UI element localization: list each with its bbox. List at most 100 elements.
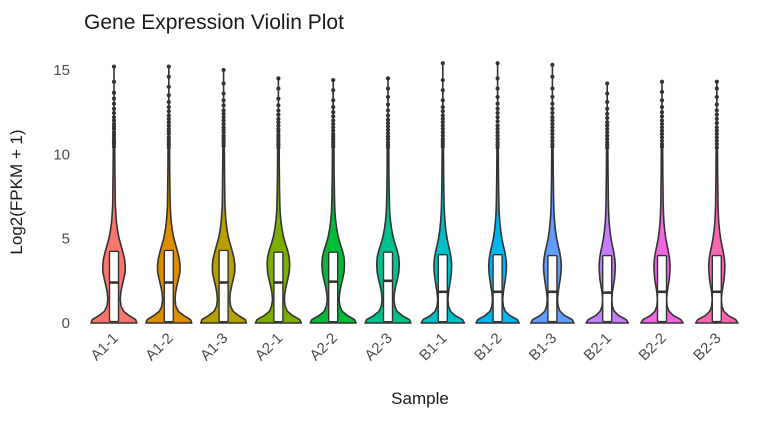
outlier-point <box>331 98 336 103</box>
outlier-point <box>221 67 226 73</box>
outlier-point <box>221 81 226 86</box>
outlier-point <box>385 140 391 145</box>
outlier-point <box>111 79 117 84</box>
outlier-point <box>659 98 665 103</box>
outlier-point <box>659 121 665 127</box>
outlier-point <box>550 128 555 133</box>
violin-A1-3 <box>199 67 248 324</box>
violin-B1-3 <box>530 62 575 324</box>
x-tick-label: A2-3 <box>361 330 395 364</box>
outlier-point <box>714 112 719 117</box>
outlier-point <box>605 111 610 116</box>
outlier-point <box>221 121 226 127</box>
outlier-point <box>714 120 719 126</box>
violin-B1-1 <box>420 61 466 324</box>
boxplot-box <box>273 251 284 323</box>
chart-title: Gene Expression Violin Plot <box>84 11 344 34</box>
outlier-point <box>385 134 391 139</box>
outlier-point <box>276 76 281 81</box>
outlier-point <box>166 116 171 121</box>
outlier-point <box>440 61 445 66</box>
boxplot-box <box>382 251 394 323</box>
outlier-point <box>605 99 610 105</box>
x-axis-title: Sample <box>391 389 449 408</box>
outlier-point <box>714 131 719 137</box>
outlier-point <box>221 91 226 96</box>
outlier-point <box>440 98 445 103</box>
outlier-point <box>111 96 117 101</box>
x-tick-label: B1-2 <box>471 330 505 364</box>
outlier-point <box>659 131 665 137</box>
violin-B2-3 <box>694 79 739 324</box>
outlier-point <box>440 120 445 125</box>
boxplot-box <box>492 253 503 323</box>
outlier-point <box>166 109 171 114</box>
outlier-point <box>550 101 555 106</box>
outlier-point <box>440 104 445 110</box>
outlier-point <box>714 135 719 140</box>
x-tick-label: A2-2 <box>307 330 341 364</box>
outlier-point <box>495 61 500 66</box>
outlier-point <box>111 121 117 127</box>
boxplot-box <box>711 254 722 323</box>
outlier-point <box>550 94 555 100</box>
outlier-point <box>111 115 117 120</box>
outlier-point <box>714 116 719 121</box>
outlier-point <box>276 112 281 117</box>
x-tick-label: A1-2 <box>142 330 176 364</box>
outlier-point <box>276 103 281 108</box>
outlier-point <box>331 104 336 110</box>
y-axis-tick-labels: 0 5 10 15 <box>53 62 70 332</box>
x-axis-tick-labels: A1-1 A1-2 A1-3 A2-1 A2-2 A2-3 B1-1 B1-2 B1-3 B2-1… <box>87 330 724 364</box>
outlier-point <box>385 113 391 118</box>
outlier-point <box>659 125 665 130</box>
outlier-point <box>495 140 500 145</box>
boxplot-box <box>328 251 339 323</box>
y-tick-label: 15 <box>53 62 70 79</box>
outlier-point <box>166 113 171 118</box>
outlier-point <box>550 135 555 140</box>
outlier-point <box>495 123 500 128</box>
outlier-point <box>221 133 226 138</box>
boxplot-box <box>437 253 448 323</box>
outlier-point <box>331 125 336 130</box>
outlier-point <box>385 102 391 107</box>
outlier-point <box>166 120 171 125</box>
outlier-point <box>550 106 555 111</box>
outlier-point <box>605 140 610 145</box>
outlier-point <box>550 110 555 116</box>
outlier-point <box>166 64 171 69</box>
outlier-point <box>331 121 336 127</box>
outlier-point <box>385 117 391 122</box>
outlier-point <box>550 115 555 120</box>
x-tick-label: A1-3 <box>197 330 231 364</box>
outlier-point <box>166 84 171 89</box>
outlier-point <box>385 131 391 136</box>
x-tick-label: B2-1 <box>581 330 615 364</box>
outlier-point <box>440 130 445 135</box>
x-tick-label: B2-2 <box>635 330 669 364</box>
outlier-point <box>166 123 171 128</box>
outlier-point <box>331 114 336 119</box>
outlier-point <box>659 89 665 94</box>
outlier-point <box>276 96 281 101</box>
outlier-point <box>495 130 500 135</box>
outlier-point <box>550 131 555 137</box>
outlier-point <box>659 114 665 119</box>
outlier-point <box>550 138 555 143</box>
outlier-point <box>605 137 610 142</box>
outlier-point <box>659 128 665 133</box>
outlier-point <box>605 115 610 121</box>
outlier-point <box>440 123 445 128</box>
boxplot-box <box>602 254 613 323</box>
outlier-point <box>331 118 336 123</box>
outlier-point <box>550 125 555 130</box>
outlier-point <box>276 126 281 132</box>
outlier-point <box>714 86 719 91</box>
outlier-point <box>166 104 171 110</box>
outlier-point <box>440 88 445 93</box>
outlier-point <box>659 138 665 143</box>
outlier-point <box>166 93 171 98</box>
outlier-point <box>605 120 610 125</box>
outlier-point <box>659 104 665 110</box>
